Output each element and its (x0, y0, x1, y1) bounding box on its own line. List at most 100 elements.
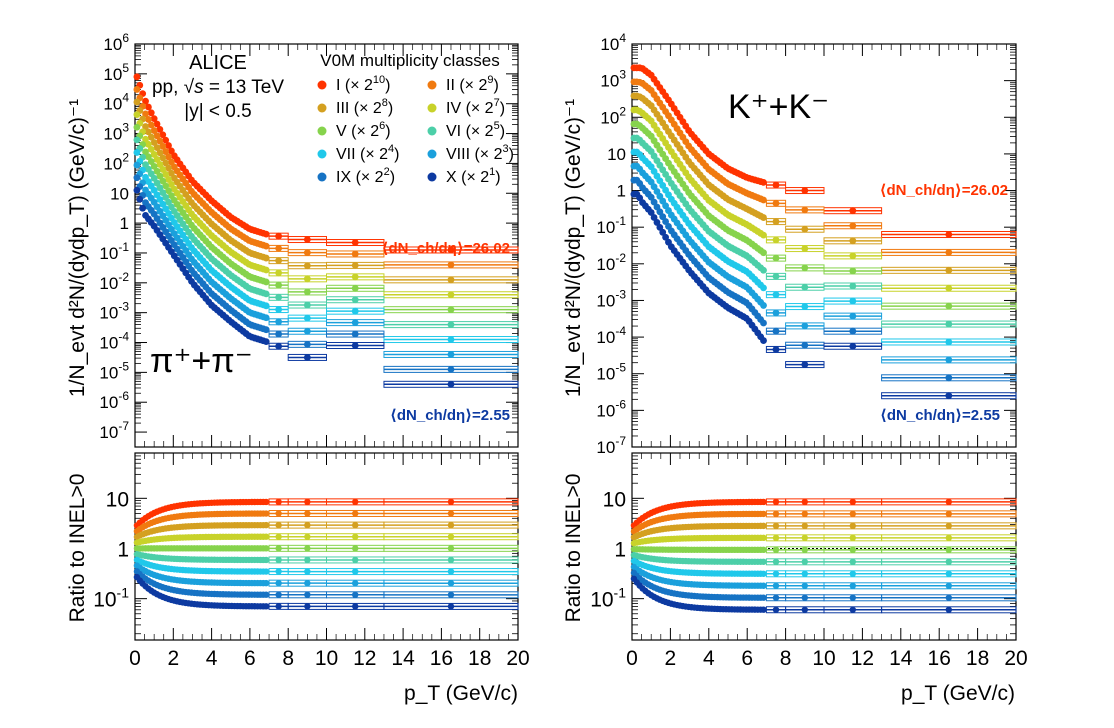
pion-point-VI (133, 136, 141, 144)
legend-marker-II (427, 80, 437, 90)
pion-point-X (447, 380, 455, 388)
pion-point-IV (153, 156, 161, 163)
kaon-series-III (630, 92, 1017, 274)
kaon-ratio-point-IV (760, 534, 767, 542)
kaon-xlabel: p_T (GeV/c) (901, 682, 1015, 705)
pion-ratio-point-IX (352, 591, 359, 599)
kaon-ratio-series-X (630, 575, 1017, 614)
pion-series-X (133, 186, 519, 388)
kaon-point-V (945, 302, 953, 310)
pion-spectrum-ylabel: 1/N_evt d²N/(dydp_T) (GeV/c)⁻¹ (66, 99, 89, 397)
pion-ratio-point-IV (447, 533, 455, 540)
pion-point-VI (303, 301, 311, 309)
pion-ratio-point-IV (275, 533, 282, 540)
pion-ratio-point-X (262, 603, 270, 610)
pion-particle-label: π⁺+π⁻ (150, 342, 253, 380)
kaon-point-II (772, 199, 780, 207)
pion-point-IV (275, 269, 283, 277)
pion-ratio-point-II (447, 510, 455, 517)
legend-marker-IV (427, 103, 437, 113)
pion-point-IX (303, 340, 311, 348)
pion-point-I (303, 236, 311, 243)
kaon-xtick-label: 4 (703, 647, 715, 670)
kaon-ratio-point-VI (772, 558, 780, 566)
kaon-point-VII (760, 284, 767, 292)
pion-point-II (447, 261, 455, 269)
pion-xtick-label: 20 (506, 647, 529, 670)
pion-ratio-point-III (447, 521, 455, 529)
pion-point-V (262, 278, 270, 286)
kaon-point-X (662, 233, 669, 241)
kaon-ytick-label: 10-7 (596, 434, 626, 457)
kaon-ratio-point-III (945, 522, 952, 530)
kaon-ratio-point-V (849, 546, 856, 554)
pion-point-X (136, 195, 144, 203)
kaon-ytick-label: 10 (607, 145, 626, 164)
pion-ratio-point-III (275, 521, 282, 529)
kaon-ratio-point-IV (849, 534, 856, 542)
pion-point-IX (275, 330, 283, 338)
pion-point-IV (351, 273, 359, 281)
pion-point-III (159, 154, 167, 162)
pion-point-I (159, 131, 167, 139)
pion-point-I (447, 246, 455, 254)
pion-ytick-label: 104 (103, 91, 129, 114)
pion-point-I (142, 97, 149, 105)
pion-series-VI (133, 136, 519, 329)
pion-point-III (133, 98, 141, 106)
pion-ratio-point-VIII (352, 579, 359, 587)
pion-ytick-label: 10-1 (99, 240, 129, 263)
kaon-ytick-label: 10-3 (596, 287, 626, 310)
pion-point-VII (303, 314, 311, 322)
kaon-ratio-series-VII (630, 557, 1017, 578)
pion-ratio-point-III (262, 521, 270, 529)
kaon-spectrum-ylabel: 1/N_evt d²N/(dydp_T) (GeV/c)⁻¹ (562, 99, 585, 397)
pion-ytick-label: 10-5 (99, 359, 129, 382)
kaon-ratio-point-III (760, 522, 767, 530)
kaon-particle-label: K⁺+K⁻ (728, 88, 829, 126)
kaon-ratio-series-IX (630, 569, 1017, 602)
pion-point-X (351, 342, 359, 349)
pion-xtick-label: 12 (353, 647, 376, 670)
pion-series-V (133, 123, 519, 314)
pion-ratio-ytick-label: 10-1 (93, 585, 129, 612)
pion-ratio-series-V (133, 544, 519, 552)
pion-label-top: ⟨dN_ch/dη⟩=26.02 (382, 240, 510, 257)
kaon-label-top: ⟨dN_ch/dη⟩=26.02 (880, 182, 1008, 199)
pion-ytick-label: 10-4 (99, 330, 129, 353)
pion-xtick-label: 16 (430, 647, 453, 670)
kaon-xtick-label: 8 (780, 647, 792, 670)
kaon-point-IV (945, 284, 953, 292)
kaon-point-III (801, 225, 809, 233)
kaon-ytick-label: 104 (600, 31, 626, 54)
pion-point-VII (351, 307, 359, 315)
pion-point-II (303, 249, 311, 257)
kaon-point-X (945, 392, 953, 400)
pion-ratio-point-VI (262, 556, 270, 564)
pion-ratio-point-IX (447, 591, 455, 599)
kaon-point-IV (801, 245, 809, 252)
legend-title: V0M multiplicity classes (320, 51, 500, 70)
kaon-point-VI (760, 266, 767, 274)
pion-ytick-label: 102 (103, 150, 129, 173)
pion-ratio-point-IV (304, 533, 311, 540)
kaon-point-VII (772, 291, 780, 299)
pion-ratio-point-IX (304, 591, 311, 598)
pion-point-III (145, 128, 152, 136)
pion-point-II (142, 110, 149, 118)
pion-ratio-point-VIII (262, 579, 270, 587)
kaon-ratio-ytick-label: 10-1 (590, 585, 626, 612)
kaon-ratio-point-I (772, 498, 780, 506)
kaon-ratio-point-VII (945, 570, 952, 578)
pion-point-IV (162, 171, 170, 178)
kaon-ratio-point-VII (760, 570, 767, 577)
pion-xtick-label: 2 (167, 647, 179, 670)
pion-point-III (351, 262, 359, 269)
kaon-ratio-point-VIII (801, 582, 808, 589)
legend: I (× 210) II (× 29) III (× 28) IV (× 27) V (… (317, 74, 514, 186)
kaon-ratio-series-V (630, 545, 1017, 554)
kaon-point-X (659, 228, 667, 236)
kaon-series-VI (630, 134, 1017, 328)
pion-ratio-point-X (275, 603, 282, 610)
pion-ratio-point-I (447, 498, 455, 506)
